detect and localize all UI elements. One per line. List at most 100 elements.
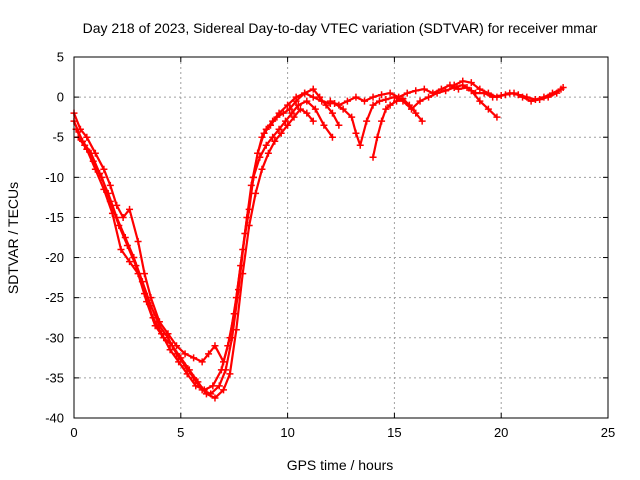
data-point xyxy=(119,213,127,221)
y-tick-label: -15 xyxy=(45,210,64,225)
data-point xyxy=(352,93,360,101)
data-point xyxy=(192,382,200,390)
grid xyxy=(74,57,608,418)
y-tick-label: -30 xyxy=(45,330,64,345)
data-point xyxy=(279,109,287,117)
data-point xyxy=(356,141,364,149)
data-point xyxy=(217,366,225,374)
data-point xyxy=(316,93,324,101)
data-point xyxy=(311,105,319,113)
x-tick-label: 0 xyxy=(70,425,77,440)
data-point xyxy=(405,101,413,109)
data-point xyxy=(484,89,492,97)
data-point xyxy=(294,101,302,109)
data-point xyxy=(375,97,383,105)
data-point xyxy=(126,205,134,213)
data-point xyxy=(493,93,501,101)
data-point xyxy=(420,85,428,93)
data-point xyxy=(168,342,176,350)
data-point xyxy=(433,89,441,97)
data-point xyxy=(100,165,108,173)
data-point xyxy=(249,173,257,181)
data-point xyxy=(309,85,317,93)
data-point xyxy=(425,93,433,101)
data-point xyxy=(510,89,518,97)
data-point xyxy=(544,93,552,101)
data-point xyxy=(442,87,450,95)
y-tick-label: -5 xyxy=(52,130,64,145)
data-point xyxy=(183,370,191,378)
series-line xyxy=(72,91,332,363)
data-point xyxy=(232,326,240,334)
x-tick-label: 5 xyxy=(177,425,184,440)
data-point xyxy=(382,105,390,113)
data-point xyxy=(386,89,394,97)
data-point xyxy=(320,121,328,129)
data-point xyxy=(140,270,148,278)
data-point xyxy=(117,246,125,254)
series-4 xyxy=(74,105,317,402)
data-point xyxy=(239,270,247,278)
data-point xyxy=(418,117,426,125)
data-point xyxy=(151,322,159,330)
series-5 xyxy=(326,81,565,109)
data-point xyxy=(262,141,270,149)
data-point xyxy=(322,101,330,109)
data-point xyxy=(352,129,360,137)
data-point xyxy=(271,137,279,145)
data-point xyxy=(536,96,544,104)
series-8 xyxy=(450,77,567,105)
data-point xyxy=(220,386,228,394)
data-point xyxy=(100,185,108,193)
data-point xyxy=(209,382,217,390)
data-point xyxy=(467,79,475,87)
series-line xyxy=(74,99,334,391)
data-point xyxy=(527,97,535,105)
data-point xyxy=(303,109,311,117)
data-point xyxy=(292,97,300,105)
y-tick-label: -25 xyxy=(45,290,64,305)
x-tick-label: 25 xyxy=(601,425,615,440)
data-point xyxy=(83,145,91,153)
data-point xyxy=(519,93,527,101)
data-point xyxy=(459,77,467,85)
data-point xyxy=(211,342,219,350)
data-point xyxy=(553,89,561,97)
data-point xyxy=(378,117,386,125)
data-point xyxy=(275,125,283,133)
data-point xyxy=(328,133,336,141)
data-point xyxy=(476,85,484,93)
series-3 xyxy=(72,97,336,394)
data-point xyxy=(83,133,91,141)
y-tick-label: -10 xyxy=(45,170,64,185)
data-point xyxy=(160,334,168,342)
x-tick-labels: 0 5 10 15 20 25 xyxy=(70,425,615,440)
data-point xyxy=(211,394,219,402)
data-point xyxy=(245,221,253,229)
data-point xyxy=(123,242,131,250)
data-point xyxy=(230,310,238,318)
data-point xyxy=(134,238,142,246)
data-point xyxy=(348,113,356,121)
data-point xyxy=(286,105,294,113)
y-tick-labels: -40 -35 -30 -25 -20 -15 -10 -5 0 5 xyxy=(45,50,64,426)
data-point xyxy=(309,117,317,125)
data-point xyxy=(181,350,189,358)
y-tick-label: -20 xyxy=(45,250,64,265)
y-axis-label: SDTVAR / TECUs xyxy=(5,182,21,294)
data-point xyxy=(284,121,292,129)
data-point xyxy=(264,149,272,157)
data-point xyxy=(185,366,193,374)
chart-title: Day 218 of 2023, Sidereal Day-to-day VTE… xyxy=(83,20,598,36)
data-point xyxy=(202,390,210,398)
data-point xyxy=(226,370,234,378)
data-point xyxy=(331,100,339,108)
series-line xyxy=(371,97,424,159)
data-point xyxy=(373,133,381,141)
data-point xyxy=(335,121,343,129)
series-line xyxy=(77,107,315,399)
y-tick-label: 5 xyxy=(57,50,64,65)
axis-ticks xyxy=(73,56,609,419)
data-point xyxy=(284,101,292,109)
data-point xyxy=(399,95,407,103)
